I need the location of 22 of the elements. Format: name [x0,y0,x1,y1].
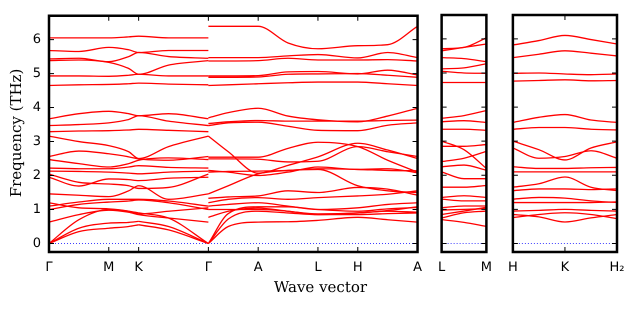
y-axis-title: Frequency (THz) [7,68,25,200]
x-tick-label: M [103,260,114,276]
x-tick-label: M [480,260,492,276]
x-tick-label: K [560,260,570,276]
x-tick-label: H₂ [610,260,624,276]
x-axis-title: Wave vector [272,278,368,296]
x-tick-label: A [413,260,422,276]
x-tick-label: A [254,260,263,276]
y-tick-label: 3 [32,134,41,149]
y-tick-label: 0 [32,236,41,251]
y-tick-label: 5 [32,66,41,81]
x-tick-label: L [314,260,322,276]
y-tick-label: 1 [32,202,41,217]
x-tick-label: Γ [204,260,213,276]
y-tick-label: 4 [32,100,41,115]
y-tick-label: 6 [32,32,41,47]
y-tick-label: 2 [32,168,41,183]
x-tick-label: L [438,260,446,276]
x-tick-label: H [508,260,518,276]
x-tick-label: H [352,260,363,276]
x-tick-label: K [134,260,144,276]
x-tick-label: Γ [45,260,54,276]
